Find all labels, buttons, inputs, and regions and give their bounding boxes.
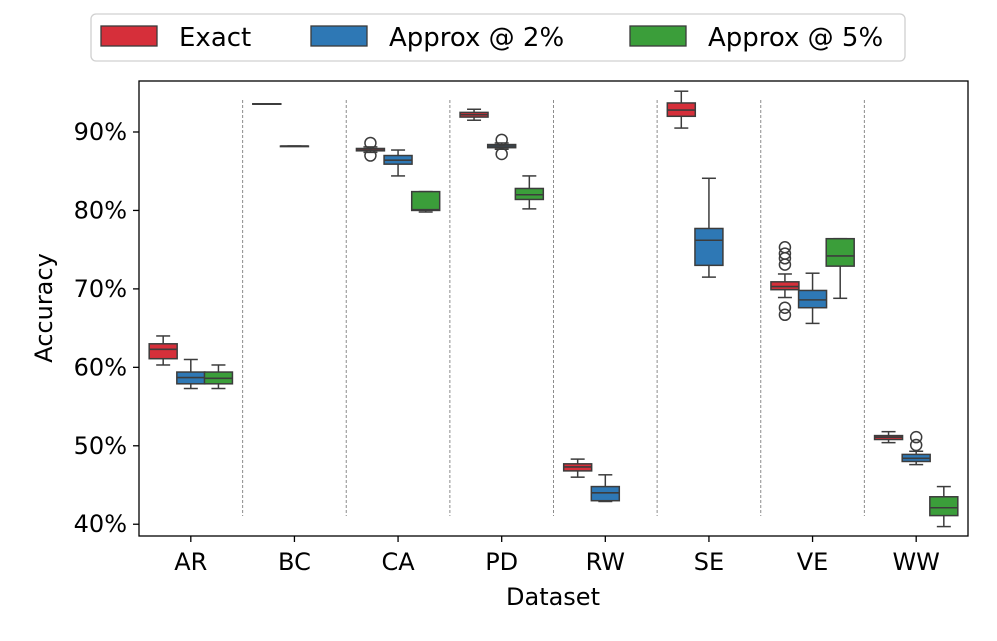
box-approx-2-ar [176, 358, 206, 390]
outlier-point [778, 308, 792, 322]
outlier-point [364, 149, 377, 162]
box-body [410, 190, 441, 212]
y-tick-label: 90% [74, 118, 127, 146]
box-exact-pd [459, 108, 489, 121]
legend-frame [90, 13, 906, 62]
x-tick-label: CA [381, 548, 415, 576]
box-approx-2-rw [590, 474, 621, 503]
box-exact-ve [770, 241, 800, 322]
outlier-point [495, 147, 508, 161]
box-approx-5-ar [203, 364, 234, 390]
y-axis-title: Accuracy [30, 253, 58, 363]
box-approx-2-se [694, 177, 724, 278]
box-approx-5-ve [825, 237, 855, 300]
box-approx-2-ca [383, 149, 413, 177]
x-tick-label: SE [694, 548, 724, 576]
x-axis: AR BC CA PD RW SE VE WW [174, 536, 940, 576]
x-tick-label: WW [892, 548, 939, 576]
legend-item-approx-5: Approx @ 5% [629, 23, 883, 53]
x-tick-label: PD [485, 548, 518, 576]
y-tick-label: 40% [74, 510, 127, 538]
box-approx-2-pd [486, 133, 517, 161]
box-body [148, 343, 178, 360]
legend-swatch-exact [100, 25, 158, 47]
box-series [148, 90, 959, 528]
y-tick-label: 60% [74, 353, 127, 381]
legend-label-exact: Exact [179, 23, 251, 53]
y-tick-label: 70% [74, 275, 127, 303]
box-exact-ca [355, 136, 386, 162]
box-approx-5-ca [410, 190, 441, 213]
box-body [825, 237, 855, 267]
box-exact-ar [148, 335, 178, 366]
outlier-point [778, 301, 792, 314]
box-exact-ww [873, 430, 904, 444]
x-tick-label: AR [174, 548, 207, 576]
legend-swatch-approx-2 [310, 25, 368, 47]
box-approx-5-ww [929, 485, 959, 528]
legend-item-exact: Exact [100, 23, 251, 53]
box-exact-se [666, 90, 697, 129]
outlier-point [495, 133, 508, 147]
box-exact-rw [562, 458, 593, 478]
box-approx-5-pd [514, 175, 545, 210]
legend-label-approx-5: Approx @ 5% [708, 23, 883, 53]
y-tick-label: 80% [74, 196, 127, 224]
legend-item-approx-2: Approx @ 2% [310, 23, 564, 53]
x-tick-label: BC [278, 548, 311, 576]
x-tick-label: RW [586, 548, 625, 576]
legend-swatch-approx-5 [629, 25, 687, 47]
box-exact-bc [252, 102, 282, 105]
legend-label-approx-2: Approx @ 2% [389, 23, 564, 53]
x-tick-label: VE [797, 548, 829, 576]
outlier-point [778, 247, 792, 260]
outlier-point [778, 258, 792, 271]
box-approx-2-ve [797, 272, 828, 325]
box-body [929, 496, 959, 517]
outlier-point [909, 430, 923, 444]
category-separators [242, 100, 865, 516]
outlier-point [778, 241, 792, 254]
plot-area [138, 80, 969, 537]
box-body [694, 227, 724, 267]
outlier-point [909, 438, 923, 452]
legend: Exact Approx @ 2% Approx @ 5% [90, 13, 906, 62]
x-axis-title: Dataset [506, 583, 600, 611]
y-axis: 40% 50% 60% 70% 80% 90% [74, 118, 139, 538]
box-approx-2-ww [901, 430, 931, 466]
y-tick-label: 50% [74, 432, 127, 460]
outlier-point [364, 136, 377, 150]
box-approx-2-bc [279, 145, 310, 148]
